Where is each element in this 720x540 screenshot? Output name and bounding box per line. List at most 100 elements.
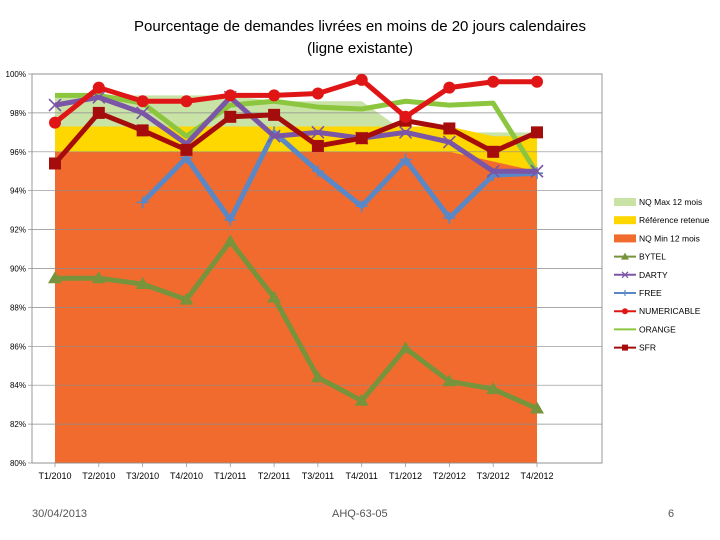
x-tick-label: T2/2011 [258,471,290,481]
data-point-bytel [398,341,413,354]
legend-item-orange: ORANGE [614,324,676,334]
data-point-darty [136,106,150,120]
data-point-free [355,200,368,213]
legend-label: ORANGE [639,324,676,334]
legend-item-bytel: BYTEL [614,252,666,262]
legend-marker [621,271,629,279]
x-tick-label: T4/2012 [520,471,553,481]
legend-swatch [614,234,636,243]
data-point-darty [267,129,281,143]
data-point-darty [48,98,62,112]
legend-item-darty: DARTY [614,270,668,280]
legend-item-nq-max-12-mois: NQ Max 12 mois [614,197,702,207]
y-tick-label: 82% [10,420,26,429]
x-tick-label: T4/2011 [346,471,378,481]
y-tick-label: 80% [10,459,26,468]
data-point-sfr [531,126,543,139]
data-point-sfr [136,124,149,137]
y-tick-label: 92% [10,226,26,235]
data-point-free [443,211,456,224]
y-tick-label: 86% [10,342,26,351]
legend-marker [621,252,629,260]
series-line-sfr [53,110,539,166]
footer-reference: AHQ-63-05 [332,508,388,520]
footer-date: 30/04/2013 [32,508,88,520]
data-point-bytel [48,271,62,284]
x-tick-label: T3/2012 [477,471,510,481]
x-tick-label: T3/2010 [126,471,159,481]
data-point-bytel [223,234,238,247]
legend-marker [622,290,628,296]
legend-label: NQ Min 12 mois [639,233,700,243]
series-numericable [49,73,543,129]
data-point-darty [486,164,500,178]
y-tick-label: 98% [10,109,26,118]
data-point-numericable [180,95,193,108]
legend: NQ Max 12 mois Référence retenue NQ Min 12… [614,197,710,353]
data-point-darty [442,135,456,149]
legend-label: BYTEL [639,252,666,262]
data-point-numericable [311,87,324,100]
chart-title-line2: (ligne existante) [307,40,413,57]
data-point-free [224,213,237,226]
x-tick-label: T1/2010 [38,471,71,481]
series-line-numericable [53,77,537,125]
data-point-sfr [487,145,500,158]
data-point-numericable [399,110,412,123]
y-tick-label: 88% [10,303,26,312]
x-tick-label: T1/2011 [214,471,246,481]
line-chart: 80% 82% 84% 86% 88% 90% 92% 94% 96% 98% 100% T1/201… [6,70,710,481]
x-tick-label: T2/2010 [82,471,115,481]
data-point-numericable [268,89,281,102]
data-point-bytel [179,292,194,305]
footer-page-number: 6 [668,508,675,520]
data-point-numericable [92,81,105,94]
data-point-darty [530,164,544,178]
y-tick-label: 100% [6,70,26,79]
x-tick-label: T2/2012 [433,471,466,481]
legend-item-free: FREE [614,288,662,298]
legend-label: SFR [639,343,656,353]
x-tick-label: T1/2012 [389,471,422,481]
legend-label: DARTY [639,270,668,280]
series-line-darty [54,94,537,174]
data-point-numericable [443,81,456,94]
data-point-sfr [92,106,105,119]
legend-swatch [614,198,636,206]
data-point-sfr [268,108,281,121]
y-tick-label: 96% [10,148,26,157]
series-sfr [49,106,543,170]
data-point-bytel [267,290,282,303]
data-point-darty [311,125,325,139]
data-point-free [399,153,412,166]
y-tick-label: 94% [10,187,26,196]
legend-marker [622,344,628,351]
series-line-orange [55,92,540,175]
data-point-bytel [486,382,501,395]
legend-item-sfr: SFR [614,343,656,353]
data-point-numericable [224,89,237,102]
data-point-bytel [91,271,106,284]
data-point-numericable [487,75,500,88]
data-point-bytel [354,393,369,406]
legend-swatch [614,216,636,225]
data-point-sfr [355,132,368,145]
legend-label: FREE [639,288,662,298]
data-point-sfr [180,143,193,156]
legend-marker [622,308,628,315]
series-free [136,126,543,226]
legend-label: NQ Max 12 mois [639,197,702,207]
data-point-bytel [442,374,457,387]
legend-label: Référence retenue [639,215,710,225]
x-tick-label: T4/2010 [170,471,203,481]
data-point-numericable [531,75,543,88]
legend-item-r-f-rence-retenue: Référence retenue [614,215,710,225]
data-point-bytel [135,277,150,290]
chart-title-line1: Pourcentage de demandes livrées en moins… [134,18,586,35]
data-point-bytel [530,401,544,414]
data-point-darty [398,125,413,139]
y-tick-label: 90% [10,265,26,274]
data-point-sfr [443,122,456,135]
x-tick-label: T3/2011 [302,471,334,481]
y-tick-label: 84% [10,381,26,390]
